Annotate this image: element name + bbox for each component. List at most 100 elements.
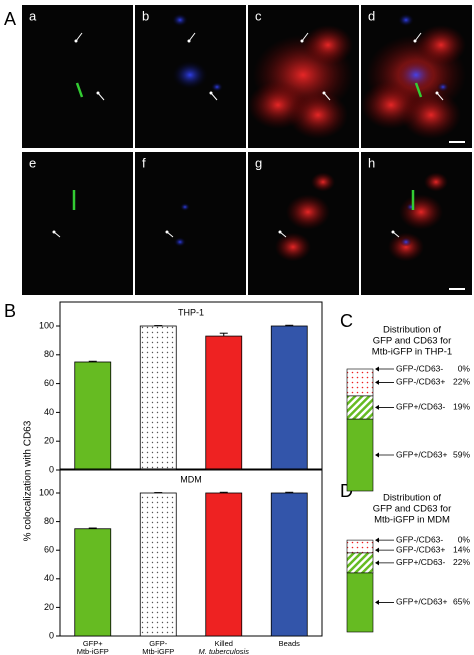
- bar: [270, 325, 308, 471]
- bar-segment: [346, 418, 374, 492]
- y-tick-label: 100: [39, 320, 54, 330]
- chart-title: Distribution of: [383, 493, 441, 504]
- micrograph: [22, 152, 133, 295]
- arrow-head: [165, 230, 169, 234]
- bar: [139, 325, 177, 471]
- image-label: a: [29, 8, 37, 23]
- x-tick-label: GFP+: [83, 639, 103, 648]
- image-label: f: [142, 155, 146, 170]
- blue-stain: [398, 13, 414, 27]
- legend-label: GFP+/CD63+: [396, 449, 448, 459]
- bar: [139, 492, 177, 637]
- red-stain: [388, 232, 424, 262]
- image-label: e: [29, 155, 36, 170]
- green-signal: [414, 82, 423, 98]
- blue-stain: [398, 60, 434, 90]
- bar: [205, 335, 243, 471]
- y-tick-label: 40: [44, 573, 54, 583]
- blue-stain: [211, 82, 223, 92]
- red-stain: [416, 25, 466, 65]
- micrograph: [135, 152, 246, 295]
- arrow-head: [74, 39, 78, 43]
- arrow-head: [435, 91, 439, 95]
- y-tick-label: 0: [49, 464, 54, 474]
- bar-segment: [346, 552, 374, 574]
- chart-title: Mtb-iGFP in MDM: [374, 515, 450, 526]
- value-label: 22%: [453, 377, 470, 387]
- arrow-head: [413, 39, 417, 43]
- bar-segment: [346, 539, 374, 554]
- arrow-head: [52, 230, 56, 234]
- y-tick-label: 60: [44, 545, 54, 555]
- blue-stain: [406, 203, 416, 211]
- red-stain: [399, 194, 443, 230]
- pointer-head: [375, 452, 379, 458]
- chart-title: Distribution of: [383, 325, 441, 336]
- image-label: g: [255, 155, 262, 170]
- plot-frame: [59, 301, 323, 471]
- legend-label: GFP+/CD63-: [396, 402, 446, 412]
- value-label: 0%: [458, 534, 471, 544]
- arrow: [436, 92, 444, 101]
- blue-stain: [437, 82, 449, 92]
- arrow: [210, 92, 218, 101]
- pointer-head: [375, 366, 379, 372]
- arrow: [323, 92, 331, 101]
- pointer-head: [375, 379, 379, 385]
- value-label: 22%: [453, 557, 470, 567]
- bar: [270, 492, 308, 637]
- red-stain: [311, 172, 335, 192]
- value-label: 65%: [453, 597, 470, 607]
- y-tick-label: 60: [44, 378, 54, 388]
- x-tick-label: GFP-: [149, 639, 167, 648]
- image-label: h: [368, 155, 375, 170]
- panel-label: A: [4, 9, 16, 29]
- legend-label: GFP-/CD63-: [396, 534, 443, 544]
- red-stain: [424, 172, 448, 192]
- y-tick-label: 0: [49, 630, 54, 640]
- bar-segment: [346, 368, 374, 397]
- blue-stain: [180, 203, 190, 211]
- arrow: [188, 32, 196, 42]
- arrow: [75, 32, 83, 42]
- x-tick-label: Mtb-iGFP: [142, 647, 174, 655]
- red-stain: [303, 25, 353, 65]
- legend-label: GFP+/CD63-: [396, 557, 446, 567]
- legend-label: GFP-/CD63-: [396, 363, 443, 373]
- pointer-head: [375, 547, 379, 553]
- x-tick-label: Killed: [215, 639, 233, 648]
- arrow: [301, 32, 309, 42]
- value-label: 19%: [453, 402, 470, 412]
- micrograph: [22, 5, 133, 148]
- y-axis-label: % colocalization with CD63: [23, 420, 34, 541]
- legend-label: GFP-/CD63+: [396, 377, 445, 387]
- arrow-head: [209, 91, 213, 95]
- red-stain: [286, 194, 330, 230]
- bar: [74, 361, 112, 471]
- red-stain: [275, 232, 311, 262]
- arrow: [97, 92, 105, 101]
- arrow-head: [391, 230, 395, 234]
- y-tick-label: 20: [44, 602, 54, 612]
- plot-frame: [59, 468, 323, 637]
- arrow-head: [187, 39, 191, 43]
- blue-stain: [174, 237, 186, 247]
- blue-stain: [172, 13, 188, 27]
- chart-title: Mtb-iGFP in THP-1: [372, 347, 452, 358]
- image-label: d: [368, 8, 375, 23]
- bar: [74, 528, 112, 637]
- y-tick-label: 80: [44, 349, 54, 359]
- arrow-head: [322, 91, 326, 95]
- y-tick-label: 80: [44, 516, 54, 526]
- bar-segment: [346, 395, 374, 420]
- value-label: 0%: [458, 363, 471, 373]
- blue-stain: [400, 237, 412, 247]
- value-label: 59%: [453, 449, 470, 459]
- green-signal: [75, 82, 84, 98]
- y-tick-label: 100: [39, 487, 54, 497]
- legend-label: GFP+/CD63+: [396, 597, 448, 607]
- pointer-head: [375, 404, 379, 410]
- bar-segment: [346, 572, 374, 633]
- y-tick-label: 20: [44, 436, 54, 446]
